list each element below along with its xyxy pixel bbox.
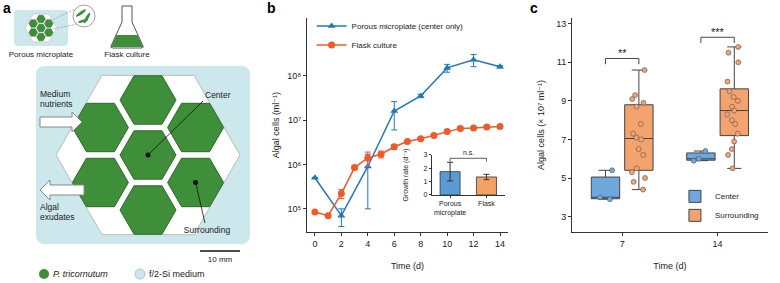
svg-text:5: 5	[561, 173, 566, 183]
svg-text:b: b	[267, 0, 276, 16]
svg-text:P. tricornutum: P. tricornutum	[53, 269, 108, 279]
svg-text:***: ***	[711, 26, 725, 38]
svg-text:Algal cells (× 10⁷ ml⁻¹): Algal cells (× 10⁷ ml⁻¹)	[536, 80, 546, 170]
svg-text:Algal: Algal	[40, 202, 59, 212]
svg-text:7: 7	[620, 239, 625, 249]
svg-text:13: 13	[556, 19, 566, 29]
svg-text:**: **	[618, 47, 627, 59]
svg-text:7: 7	[561, 135, 566, 145]
svg-text:Center: Center	[205, 90, 231, 100]
svg-text:Algal cells (ml⁻¹): Algal cells (ml⁻¹)	[271, 92, 281, 158]
svg-text:f/2-Si medium: f/2-Si medium	[149, 269, 205, 279]
svg-text:Flask: Flask	[478, 200, 495, 207]
svg-text:3: 3	[561, 212, 566, 222]
svg-text:0: 0	[424, 191, 428, 198]
svg-text:Porous microplate (center only: Porous microplate (center only)	[352, 22, 463, 31]
svg-text:Center: Center	[715, 192, 739, 201]
svg-text:Surrounding: Surrounding	[715, 211, 759, 220]
svg-text:14: 14	[495, 239, 505, 249]
svg-text:Growth rate (d⁻¹): Growth rate (d⁻¹)	[402, 148, 410, 201]
svg-text:8: 8	[418, 239, 423, 249]
svg-text:Porous microplate: Porous microplate	[9, 50, 74, 59]
svg-text:Porousmicroplate: Porousmicroplate	[434, 200, 466, 217]
svg-text:12: 12	[469, 239, 479, 249]
svg-text:10⁸: 10⁸	[287, 71, 301, 81]
svg-text:9: 9	[561, 96, 566, 106]
svg-text:2: 2	[424, 165, 428, 172]
svg-text:6: 6	[392, 239, 397, 249]
svg-text:10⁷: 10⁷	[288, 115, 301, 125]
svg-text:Flask culture: Flask culture	[352, 41, 398, 50]
svg-text:2: 2	[339, 239, 344, 249]
svg-text:10⁵: 10⁵	[287, 204, 301, 214]
svg-text:n.s.: n.s.	[463, 149, 474, 156]
svg-text:10⁶: 10⁶	[287, 160, 301, 170]
svg-text:10: 10	[442, 239, 452, 249]
svg-text:nutrients: nutrients	[40, 99, 73, 109]
svg-text:c: c	[530, 0, 538, 16]
svg-text:exudates: exudates	[40, 212, 75, 222]
svg-text:4: 4	[365, 239, 370, 249]
svg-text:Medium: Medium	[40, 89, 70, 99]
svg-text:Surrounding: Surrounding	[184, 225, 231, 235]
svg-text:11: 11	[557, 57, 566, 67]
svg-text:14: 14	[713, 239, 723, 249]
svg-text:Flask culture: Flask culture	[104, 50, 150, 59]
svg-text:3: 3	[424, 151, 428, 158]
svg-text:1: 1	[424, 178, 428, 185]
svg-text:0: 0	[312, 239, 317, 249]
svg-text:10 mm: 10 mm	[208, 255, 233, 264]
svg-text:Time (d): Time (d)	[391, 261, 424, 271]
svg-text:a: a	[3, 0, 11, 16]
svg-text:Time (d): Time (d)	[653, 261, 686, 271]
